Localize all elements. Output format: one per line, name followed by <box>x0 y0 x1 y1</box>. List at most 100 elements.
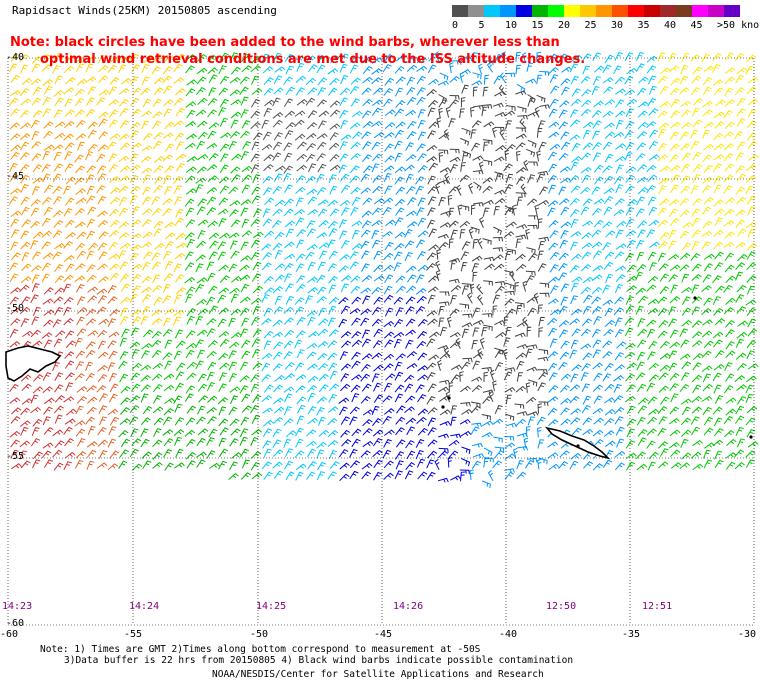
wind-barb <box>690 129 699 139</box>
wind-barb <box>616 341 627 349</box>
wind-barb <box>52 65 61 74</box>
wind-barb <box>514 332 526 338</box>
wind-barb <box>649 129 659 138</box>
wind-barb <box>692 197 703 206</box>
wind-barb <box>669 341 681 349</box>
wind-barb <box>283 386 295 393</box>
wind-barb <box>86 250 95 260</box>
wind-barb <box>383 165 395 173</box>
wind-barb <box>108 153 118 163</box>
wind-barb <box>173 428 185 436</box>
wind-barb <box>657 252 667 262</box>
wind-barb <box>547 441 559 448</box>
wind-barb <box>406 64 418 72</box>
wind-barb <box>206 207 217 216</box>
wind-barb <box>405 173 414 183</box>
wind-barb <box>581 362 591 372</box>
wind-barb <box>296 349 305 359</box>
wind-barb <box>539 186 548 195</box>
wind-barb <box>97 210 108 218</box>
wind-barb <box>129 195 138 205</box>
wind-barb <box>86 274 97 283</box>
wind-barb <box>571 88 581 97</box>
wind-barb <box>143 56 154 64</box>
wind-barb <box>151 261 161 271</box>
wind-barb <box>305 295 313 305</box>
wind-barb <box>624 89 636 96</box>
wind-barb <box>76 438 86 447</box>
wind-barb <box>560 397 571 405</box>
wind-barb <box>283 173 292 183</box>
wind-barb <box>129 395 141 403</box>
wind-barb <box>592 76 602 86</box>
wind-barb <box>487 469 494 481</box>
wind-barb <box>143 251 153 260</box>
wind-barb <box>349 64 359 74</box>
wind-barb <box>558 252 569 261</box>
wind-barb <box>604 99 616 106</box>
wind-barb <box>647 97 657 107</box>
wind-barb <box>240 255 251 262</box>
wind-barb <box>405 462 416 471</box>
wind-barb <box>339 173 350 182</box>
wind-barb <box>658 320 669 328</box>
wind-barb <box>75 428 86 437</box>
wind-barb <box>395 307 404 317</box>
wind-barb <box>74 57 86 64</box>
wind-barb <box>361 471 372 480</box>
wind-barb <box>30 220 41 229</box>
scale-label: 35 <box>637 20 650 31</box>
wind-barb <box>680 398 692 405</box>
wind-barb <box>725 319 736 328</box>
wind-barb <box>427 130 437 139</box>
wind-barb <box>250 164 260 174</box>
wind-barb <box>582 129 591 139</box>
wind-barb <box>472 307 481 317</box>
wind-barb <box>658 142 667 152</box>
wind-barb <box>63 65 74 74</box>
wind-barb <box>723 110 733 119</box>
wind-barb <box>43 287 54 295</box>
wind-barb <box>86 55 97 63</box>
wind-barb <box>592 306 602 315</box>
wind-barb <box>547 207 556 217</box>
wind-barb <box>723 143 735 151</box>
wind-barb <box>19 420 31 427</box>
wind-barb <box>118 460 128 469</box>
wind-barb <box>657 154 669 162</box>
lon-label-40: -40 <box>499 629 518 640</box>
wind-barb <box>76 296 86 306</box>
wind-barb <box>505 413 515 421</box>
wind-barb <box>481 432 493 438</box>
wind-barb <box>591 186 601 195</box>
wind-barb <box>714 262 724 271</box>
wind-barb <box>206 437 215 446</box>
wind-barb <box>129 416 139 425</box>
wind-barb <box>483 141 489 152</box>
wind-barb <box>625 230 637 237</box>
wind-barb <box>318 110 330 118</box>
wind-barb <box>713 339 723 348</box>
wind-barb <box>712 406 723 415</box>
wind-barb <box>329 383 340 392</box>
wind-barb <box>670 462 682 469</box>
wind-barb <box>548 372 558 381</box>
wind-barb <box>252 305 261 315</box>
wind-barb <box>296 274 306 284</box>
wind-barb <box>207 416 217 425</box>
wind-barb <box>394 451 405 460</box>
wind-barb <box>737 320 748 327</box>
wind-barb <box>20 460 31 469</box>
wind-barb <box>714 217 723 227</box>
wind-barb <box>283 262 294 271</box>
wind-barb <box>395 460 404 470</box>
wind-barb <box>494 362 504 372</box>
wind-barb <box>714 87 724 96</box>
wind-barb <box>404 228 413 238</box>
wind-barb <box>692 384 702 394</box>
wind-barb <box>360 240 370 250</box>
wind-barb <box>438 386 449 393</box>
wind-barb <box>361 263 370 273</box>
wind-barb <box>164 221 175 229</box>
wind-barb <box>295 197 304 207</box>
